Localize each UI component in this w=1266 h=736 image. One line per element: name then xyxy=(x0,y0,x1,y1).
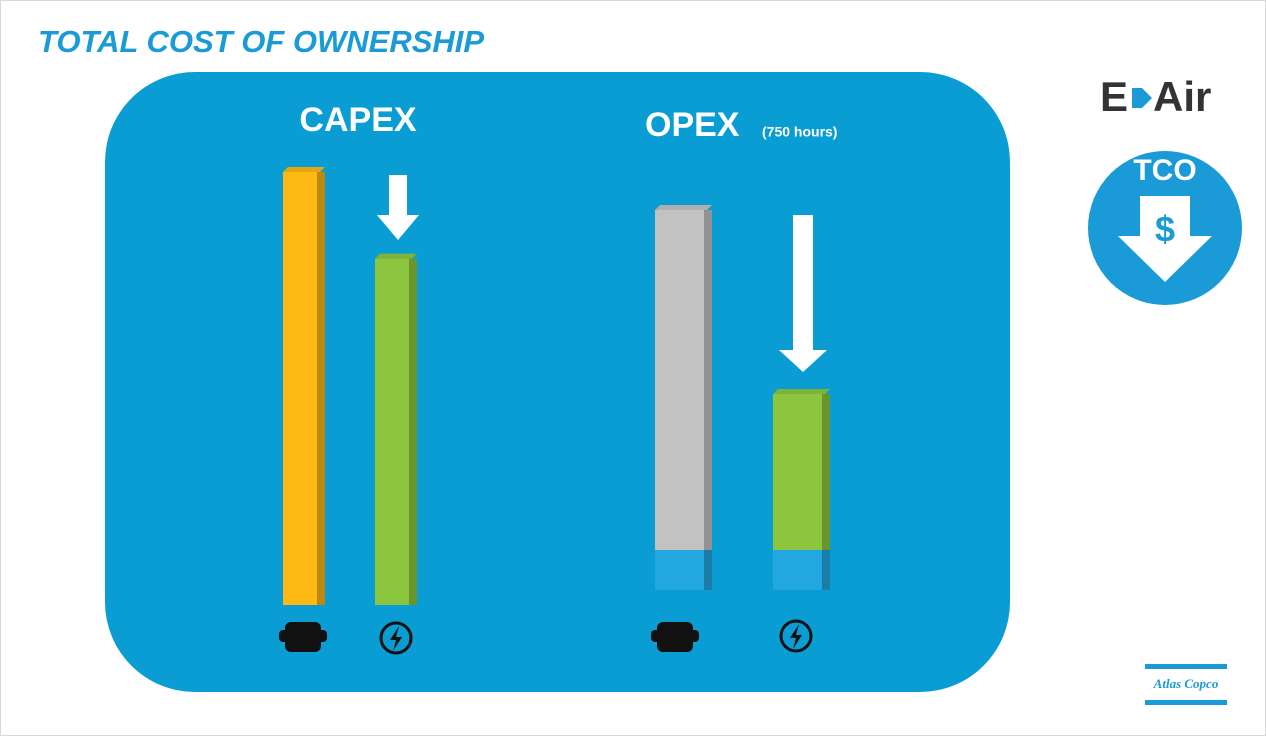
bar xyxy=(655,550,704,590)
bar-side xyxy=(704,550,712,590)
bar xyxy=(375,258,409,605)
company-logo: Atlas Copco xyxy=(1153,676,1219,691)
bar xyxy=(773,550,822,590)
opex-subtitle: (750 hours) xyxy=(762,124,837,140)
brand-air: Air xyxy=(1153,73,1211,120)
logo-stripe xyxy=(1145,700,1227,705)
tco-label: TCO xyxy=(1133,154,1196,187)
slide-title: TOTAL COST OF OWNERSHIP xyxy=(38,24,484,59)
engine-icon xyxy=(279,622,327,652)
down-arrow xyxy=(377,175,419,240)
bar xyxy=(283,172,317,605)
electric-icon xyxy=(379,621,413,655)
brand-e: E xyxy=(1100,73,1128,120)
panel xyxy=(105,72,1010,692)
bar-side xyxy=(317,172,325,605)
opex-title: OPEX xyxy=(645,106,740,144)
bar-side xyxy=(409,258,417,605)
bar xyxy=(773,394,822,550)
bar-side xyxy=(822,394,830,550)
tco-symbol: $ xyxy=(1155,209,1175,250)
engine-icon xyxy=(651,622,699,652)
electric-icon xyxy=(779,619,813,653)
bar-top xyxy=(283,167,325,172)
bar-side xyxy=(704,210,712,550)
bar-top xyxy=(375,253,417,259)
capex-title: CAPEX xyxy=(299,101,416,139)
bar xyxy=(655,210,704,550)
down-arrow xyxy=(779,215,827,372)
brand-plug xyxy=(1132,88,1152,108)
bar-side xyxy=(822,550,830,590)
logo-stripe xyxy=(1145,664,1227,669)
tco-arrow xyxy=(1118,196,1212,282)
bar-top xyxy=(773,389,830,394)
bar-top xyxy=(655,205,712,210)
